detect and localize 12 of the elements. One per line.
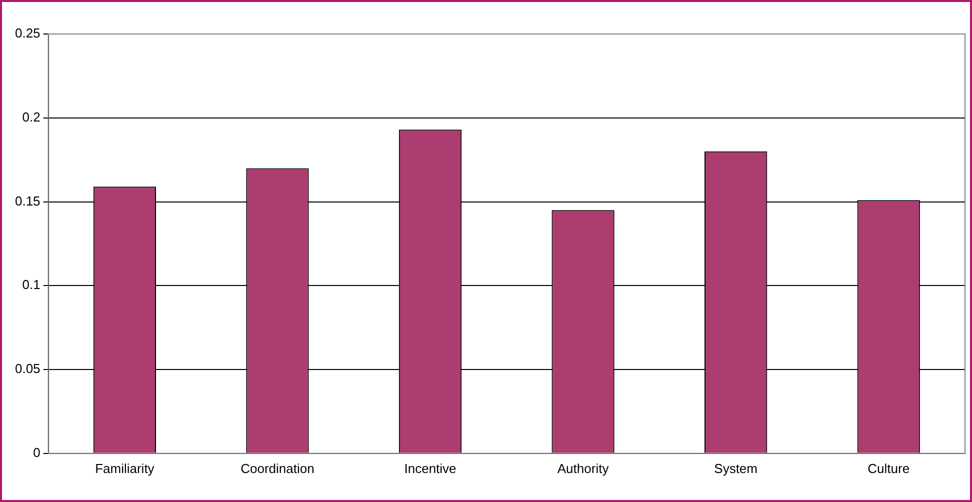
x-tick-label: System: [714, 460, 758, 476]
x-tick-label: Coordination: [240, 460, 314, 476]
x-tick-label: Authority: [557, 460, 610, 476]
y-tick-label: 0.2: [22, 109, 40, 124]
y-tick-label: 0.25: [14, 26, 40, 41]
x-tick-label: Culture: [868, 460, 910, 476]
x-tick-label: Familiarity: [95, 460, 155, 476]
y-tick-label: 0.15: [14, 193, 40, 208]
y-tick-label: 0: [33, 444, 40, 460]
y-tick-label: 0.1: [22, 277, 40, 292]
x-tick-label: Incentive: [404, 460, 456, 476]
y-tick-label: 0.05: [14, 361, 40, 376]
